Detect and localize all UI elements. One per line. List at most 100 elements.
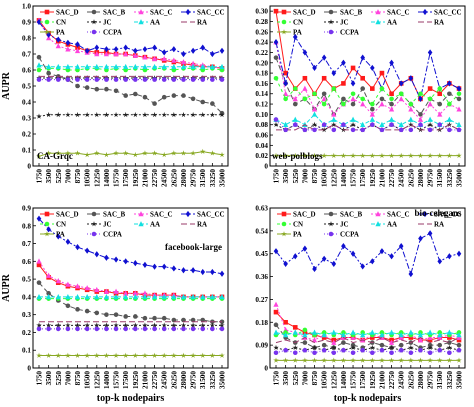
y-tick-label: 0.14 <box>255 90 268 98</box>
legend-label: CN <box>293 221 303 229</box>
data-point <box>123 293 129 300</box>
data-point <box>142 293 148 300</box>
data-point <box>350 101 356 107</box>
series-line <box>275 232 460 276</box>
y-tick-label: 0.4 <box>22 99 31 107</box>
data-point <box>142 315 148 321</box>
x-tick-label: 10500 <box>321 169 329 187</box>
data-point <box>273 357 279 363</box>
x-axis-title: top-k nodepairs <box>97 393 165 404</box>
data-point <box>65 63 71 70</box>
data-point <box>379 248 385 255</box>
data-point <box>427 329 433 335</box>
data-point <box>350 96 356 102</box>
data-point <box>273 329 279 335</box>
y-tick-label: 0.18 <box>255 319 268 327</box>
data-point <box>45 322 52 328</box>
data-point <box>133 260 138 267</box>
data-point <box>65 281 71 287</box>
data-point <box>65 326 71 332</box>
y-tick-label: 0.26 <box>255 28 268 36</box>
series-ccpa <box>273 347 462 356</box>
plot-frame <box>269 5 466 167</box>
x-tick-label: 19250 <box>132 371 140 389</box>
data-point <box>104 254 109 261</box>
legend-label: JC <box>103 19 112 27</box>
data-point <box>437 122 443 128</box>
data-point <box>312 127 317 133</box>
data-point <box>360 263 365 270</box>
data-point <box>123 93 128 98</box>
x-tick-label: 35000 <box>456 169 464 187</box>
data-point <box>370 86 375 91</box>
data-point <box>282 357 289 363</box>
data-point <box>113 288 119 294</box>
data-point <box>190 96 196 102</box>
data-point <box>418 347 423 353</box>
data-point <box>200 77 206 82</box>
data-point <box>219 322 225 328</box>
data-point <box>171 150 177 156</box>
x-tick-label: 26250 <box>170 371 178 389</box>
series-line <box>38 64 222 68</box>
x-tick-label: 21000 <box>141 371 149 389</box>
y-tick-label: 0.16 <box>255 80 268 88</box>
data-point <box>84 77 90 82</box>
data-point <box>321 335 327 340</box>
data-point <box>292 96 298 102</box>
x-tick-label: 29750 <box>190 371 198 389</box>
data-point <box>302 327 308 333</box>
data-point <box>388 339 395 345</box>
data-point <box>200 99 206 105</box>
x-tick-label: 10500 <box>84 169 92 187</box>
data-point <box>209 352 216 358</box>
data-point <box>360 127 365 133</box>
legend-label: AA <box>150 19 160 27</box>
data-point <box>180 111 187 118</box>
y-tick-label: 0.2 <box>22 131 31 139</box>
data-point <box>456 127 462 133</box>
data-point <box>36 153 42 159</box>
legend-marker <box>375 221 381 227</box>
data-point <box>209 111 216 118</box>
x-tick-label: 14000 <box>340 169 348 187</box>
y-tick-label: 0.6 <box>22 67 31 75</box>
data-point <box>171 77 177 82</box>
x-tick-label: 22750 <box>151 169 159 187</box>
data-point <box>311 111 318 117</box>
data-point <box>190 150 196 156</box>
data-point <box>65 322 71 328</box>
x-tick-label: 5250 <box>292 371 300 386</box>
data-point <box>437 347 443 353</box>
x-tick-label: 24500 <box>161 371 169 389</box>
data-point <box>123 63 129 70</box>
legend-marker <box>91 211 97 217</box>
data-point <box>350 65 356 71</box>
data-point <box>94 63 100 70</box>
data-point <box>456 121 462 128</box>
series-line <box>275 124 460 131</box>
data-point <box>273 322 279 328</box>
legend-marker <box>375 9 381 15</box>
legend-marker <box>44 221 50 227</box>
data-point <box>321 357 327 363</box>
data-point <box>151 63 158 70</box>
data-point <box>321 122 327 128</box>
data-point <box>180 59 187 65</box>
legend-label: PA <box>56 231 65 239</box>
data-point <box>350 91 356 97</box>
legend-label: SAC_C <box>387 211 410 219</box>
x-tick-label: 3500 <box>45 169 53 184</box>
data-point <box>408 357 414 363</box>
data-point <box>389 91 394 97</box>
data-point <box>104 46 109 53</box>
data-point <box>446 329 452 335</box>
data-point <box>360 101 366 107</box>
legend-label: RA <box>197 221 207 229</box>
data-point <box>456 347 462 353</box>
data-point <box>171 317 177 323</box>
data-point <box>84 326 90 332</box>
x-tick-label: 19250 <box>369 169 377 187</box>
data-point <box>103 288 110 294</box>
x-tick-label: 7000 <box>301 371 309 386</box>
